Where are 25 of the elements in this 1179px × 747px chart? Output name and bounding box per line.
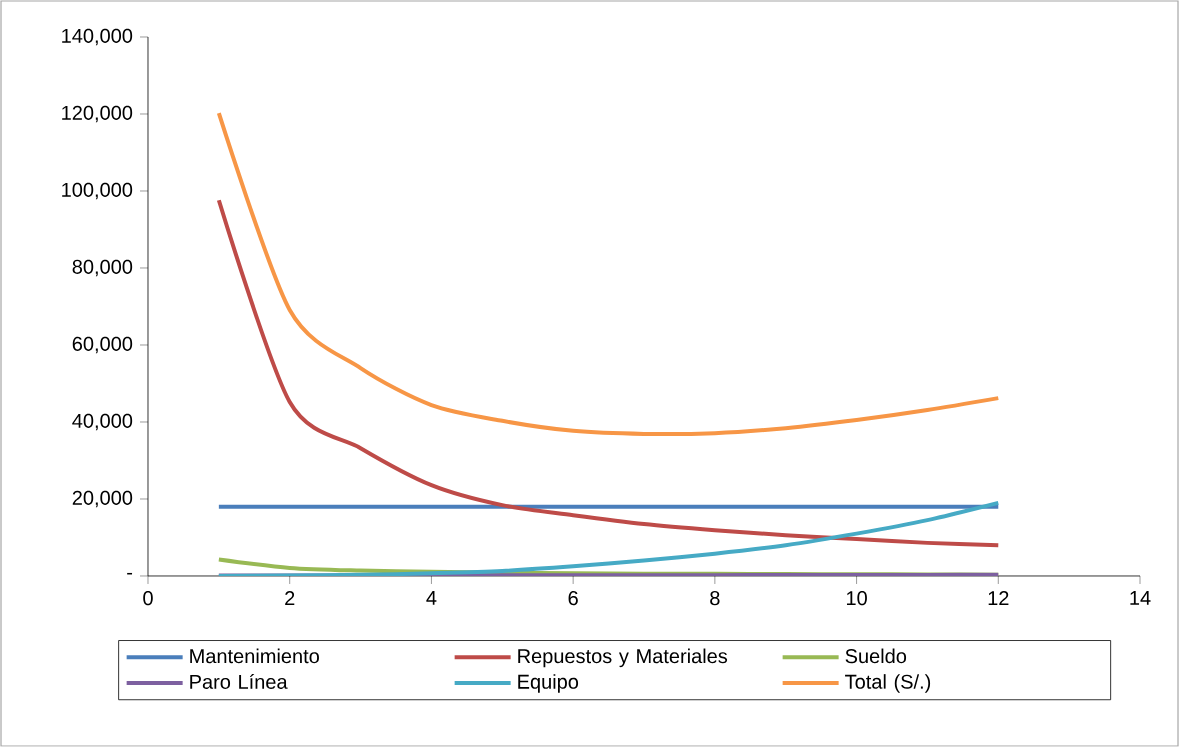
y-tick-label: 60,000 — [72, 336, 133, 354]
line-series — [216, 111, 1001, 437]
legend-label: Sueldo — [845, 648, 907, 664]
y-tick-label: 20,000 — [72, 490, 133, 508]
x-tick-label: 12 — [988, 591, 1009, 606]
y-tick-label: 40,000 — [72, 413, 133, 431]
x-tick-label: 8 — [710, 591, 720, 606]
x-tick-label: 6 — [568, 591, 578, 606]
legend-label: Mantenimiento — [190, 648, 319, 664]
y-tick-label: 140,000 — [62, 28, 133, 46]
legend-label: Equipo — [518, 674, 579, 693]
legend-label: Repuestos y Materiales — [518, 648, 728, 668]
x-tick-label: 4 — [426, 591, 437, 605]
y-tick-label: 120,000 — [62, 105, 133, 123]
legend-label: Total (S/.) — [845, 674, 931, 693]
x-tick-label: 10 — [846, 591, 867, 606]
line-series — [216, 500, 1001, 576]
x-tick-label: 14 — [1130, 591, 1151, 605]
x-tick-label: 2 — [285, 591, 295, 606]
x-tick-label: 0 — [143, 591, 153, 606]
y-tick-label: - — [127, 572, 133, 575]
y-tick-label: 100,000 — [62, 182, 133, 200]
y-tick-label: 80,000 — [72, 259, 133, 277]
legend-label: Paro Línea — [190, 674, 288, 689]
line-series — [216, 198, 1001, 548]
